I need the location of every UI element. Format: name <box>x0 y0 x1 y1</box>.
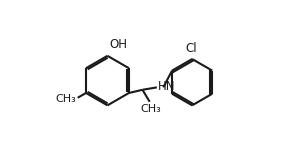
Text: Cl: Cl <box>185 42 197 55</box>
Text: OH: OH <box>109 38 127 51</box>
Text: HN: HN <box>158 80 175 93</box>
Text: CH₃: CH₃ <box>140 104 161 114</box>
Text: CH₃: CH₃ <box>55 94 76 103</box>
